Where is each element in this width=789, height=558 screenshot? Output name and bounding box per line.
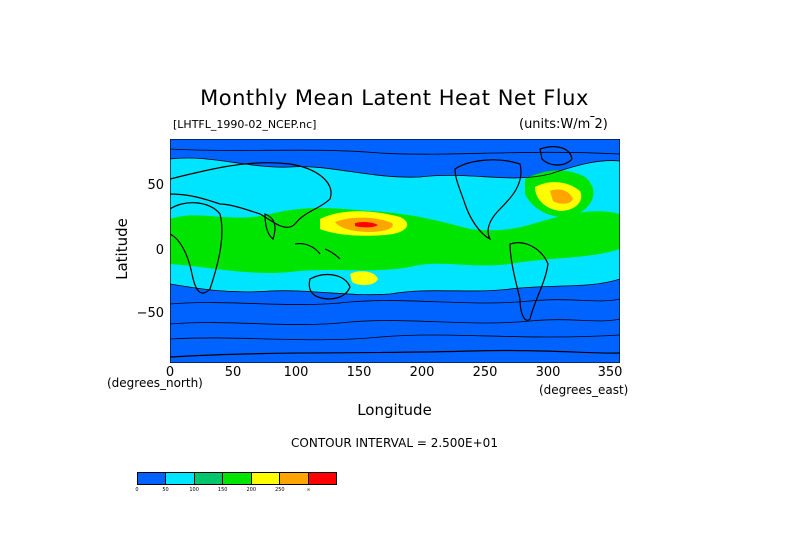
- x-tick-label: 350: [597, 365, 623, 380]
- antarctica-coast: [170, 349, 620, 358]
- india-coast: [264, 213, 276, 241]
- colorbar-tick-label: 100: [189, 487, 199, 493]
- file-label: [LHTFL_1990-02_NCEP.nc]: [173, 118, 317, 131]
- contour-line: [170, 278, 620, 296]
- coastlines: [170, 146, 620, 358]
- colorbar: [137, 472, 337, 485]
- eurasia-coast: [170, 162, 332, 228]
- latent-heat-flux-map: [170, 139, 620, 363]
- y-tick-label: 50: [147, 178, 164, 193]
- contour-line: [170, 334, 620, 341]
- chart-title: Monthly Mean Latent Heat Net Flux: [200, 86, 589, 110]
- colorbar-segment: [138, 473, 167, 484]
- colorbar-segment: [308, 473, 336, 484]
- colorbar-segment: [251, 473, 281, 484]
- colorbar-tick-label: 0: [135, 487, 139, 493]
- contour-line: [170, 298, 620, 305]
- region-green: [170, 207, 620, 274]
- colorbar-tick-label: ∞: [306, 487, 311, 493]
- south-america-coast: [509, 242, 549, 321]
- region-yellow-south: [350, 271, 378, 286]
- colorbar-tick-label: 200: [246, 487, 257, 493]
- colorbar-tick-label: 50: [162, 487, 169, 493]
- colorbar-tick-label: 250: [275, 487, 285, 493]
- y-tick-label: 0: [155, 243, 164, 258]
- region-red: [355, 221, 378, 228]
- x-tick-label: 250: [472, 365, 498, 380]
- x-tick-label: 200: [409, 365, 435, 380]
- x-tick-label: 0: [165, 365, 175, 380]
- contour-line: [170, 318, 620, 325]
- x-tick-label: 300: [535, 365, 561, 380]
- colorbar-segment: [223, 473, 252, 484]
- colorbar-tick-label: 150: [217, 487, 228, 493]
- greenland-coast: [539, 146, 573, 166]
- contour-interval: CONTOUR INTERVAL = 2.500E+01: [291, 436, 498, 450]
- colorbar-segment: [280, 473, 309, 484]
- colorbar-segment: [194, 473, 224, 484]
- units-label: (units:W/m 2): [519, 117, 608, 132]
- y-axis-label: Latitude: [113, 218, 131, 280]
- north-america-coast: [454, 159, 522, 241]
- x-tick-label: 150: [346, 365, 372, 380]
- x-tick-label: 100: [283, 365, 309, 380]
- australia-coast: [308, 273, 351, 300]
- maritime-continent-coast: [294, 242, 341, 260]
- x-axis-units: (degrees_east): [539, 383, 629, 397]
- colorbar-segment: [166, 473, 195, 484]
- africa-coast: [170, 202, 223, 294]
- contour-line: [170, 148, 620, 155]
- x-tick-label: 50: [224, 365, 242, 380]
- y-axis-units: (degrees_north): [107, 376, 203, 390]
- region-orange-atlantic: [550, 189, 573, 204]
- x-axis-label: Longitude: [357, 401, 432, 419]
- y-tick-label: −50: [136, 306, 164, 321]
- contour-line: [170, 157, 620, 179]
